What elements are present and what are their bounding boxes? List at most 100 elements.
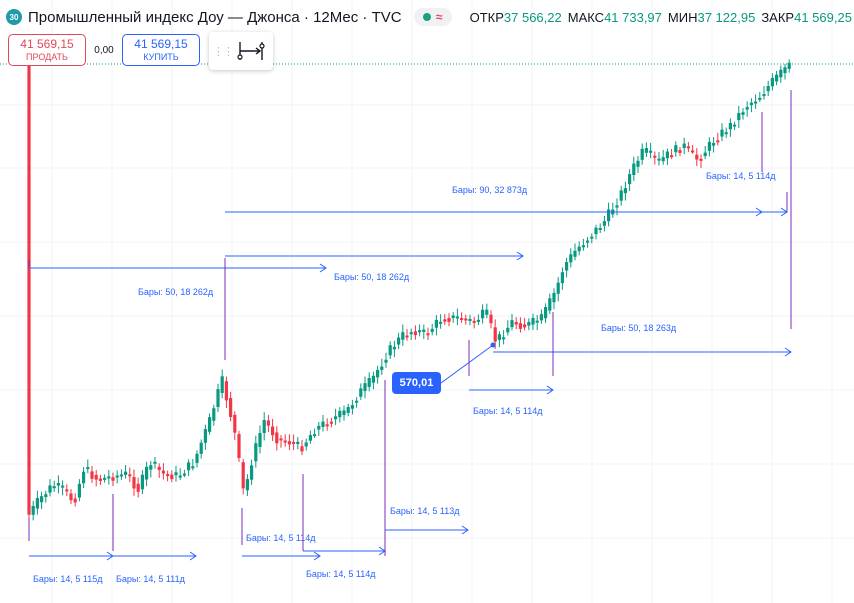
range-label: Бары: 14, 5 114д xyxy=(306,569,376,579)
candle-body xyxy=(670,155,674,158)
candle-body xyxy=(140,474,144,490)
candle-body xyxy=(439,321,443,324)
candle-body xyxy=(476,319,480,322)
trade-panel: 41 569,15 ПРОДАТЬ 0,00 41 569,15 КУПИТЬ xyxy=(8,34,200,66)
candle-body xyxy=(153,461,157,464)
candle-body xyxy=(313,434,317,437)
candle-body xyxy=(485,309,489,315)
range-arrowhead xyxy=(313,551,321,561)
candle-body xyxy=(594,227,598,235)
candle-body xyxy=(220,376,224,393)
candle-body xyxy=(754,101,758,104)
range-arrowhead xyxy=(189,551,197,561)
candle-body xyxy=(451,315,455,318)
candle-body xyxy=(430,328,434,332)
sell-price: 41 569,15 xyxy=(20,36,74,51)
candle-body xyxy=(418,330,422,333)
candle-body xyxy=(590,236,594,239)
candle-body xyxy=(82,471,86,484)
market-status-pill[interactable]: ≈ xyxy=(413,8,452,26)
buy-price: 41 569,15 xyxy=(134,36,188,51)
candle-body xyxy=(329,421,333,424)
candle-body xyxy=(388,345,392,356)
candle-body xyxy=(741,112,745,115)
candle-body xyxy=(371,375,375,383)
candlestick-series xyxy=(27,59,791,521)
candle-body xyxy=(229,398,233,417)
candle-body xyxy=(455,316,459,319)
candle-body xyxy=(321,421,325,427)
candle-body xyxy=(384,359,388,363)
market-open-dot-icon xyxy=(422,13,431,21)
candle-body xyxy=(523,324,527,328)
candle-body xyxy=(212,408,216,421)
candle-body xyxy=(506,327,510,333)
candle-body xyxy=(426,333,430,336)
candle-body xyxy=(308,435,312,441)
candle-body xyxy=(380,366,384,371)
candle-body xyxy=(98,478,102,481)
candle-body xyxy=(565,262,569,271)
candle-body xyxy=(296,441,300,445)
date-range-tool-icon[interactable] xyxy=(233,36,269,66)
candle-body xyxy=(770,77,774,87)
close-label: ЗАКР xyxy=(761,9,795,25)
candle-body xyxy=(514,322,518,325)
symbol-title[interactable]: Промышленный индекс Доу — Джонса · 12Мес… xyxy=(28,8,402,26)
candle-body xyxy=(367,377,371,387)
candle-body xyxy=(350,405,354,409)
candle-body xyxy=(292,441,296,444)
candle-body xyxy=(258,432,262,447)
candle-body xyxy=(724,132,728,135)
candle-body xyxy=(397,337,401,345)
candle-body xyxy=(128,474,132,477)
measure-drawings[interactable]: Бары: 14, 5 115д Бары: 14, 5 111д Бары: 14… xyxy=(28,90,792,584)
spread-value: 0,00 xyxy=(94,44,114,56)
candle-body xyxy=(707,141,711,151)
range-label: Бары: 50, 18 262д xyxy=(138,287,214,297)
candle-body xyxy=(103,477,107,480)
range-arrowhead xyxy=(784,347,792,357)
candle-body xyxy=(31,505,35,515)
candle-body xyxy=(401,332,405,340)
candle-body xyxy=(304,442,308,447)
candle-body xyxy=(628,174,632,185)
candle-body xyxy=(775,74,779,82)
candle-body xyxy=(73,498,77,503)
candle-body xyxy=(749,102,753,106)
open-label: ОТКР xyxy=(469,9,504,25)
candle-body xyxy=(619,190,623,201)
sell-button[interactable]: 41 569,15 ПРОДАТЬ xyxy=(8,34,86,66)
candle-body xyxy=(531,318,535,325)
range-label: Бары: 14, 5 113д xyxy=(390,506,460,516)
price-callout[interactable]: 570,01 xyxy=(392,372,441,394)
symbol-logo[interactable]: 30 xyxy=(6,9,22,25)
candle-body xyxy=(77,483,81,498)
range-label: Бары: 50, 18 263д xyxy=(601,323,677,333)
candle-body xyxy=(581,245,585,248)
candle-body xyxy=(191,466,195,469)
candle-body xyxy=(149,465,153,470)
candle-body xyxy=(119,474,123,477)
candle-body xyxy=(44,494,48,498)
candle-body xyxy=(208,417,212,432)
candle-body xyxy=(195,453,199,463)
candle-body xyxy=(472,320,476,323)
drag-handle-icon[interactable]: ⋮⋮ xyxy=(213,45,234,58)
candle-body xyxy=(132,477,136,489)
candle-body xyxy=(283,440,287,443)
candle-body xyxy=(287,441,291,445)
candle-body xyxy=(762,94,766,97)
candle-body xyxy=(745,107,749,110)
candle-body xyxy=(178,475,182,478)
candle-body xyxy=(510,320,514,328)
candle-body xyxy=(300,446,304,452)
candle-body xyxy=(691,150,695,153)
candle-body xyxy=(413,331,417,336)
candle-body xyxy=(737,113,741,121)
candle-body xyxy=(733,124,737,127)
range-label: Бары: 14, 5 114д xyxy=(246,533,316,543)
buy-button[interactable]: 41 569,15 КУПИТЬ xyxy=(122,34,200,66)
candle-body xyxy=(216,389,220,407)
